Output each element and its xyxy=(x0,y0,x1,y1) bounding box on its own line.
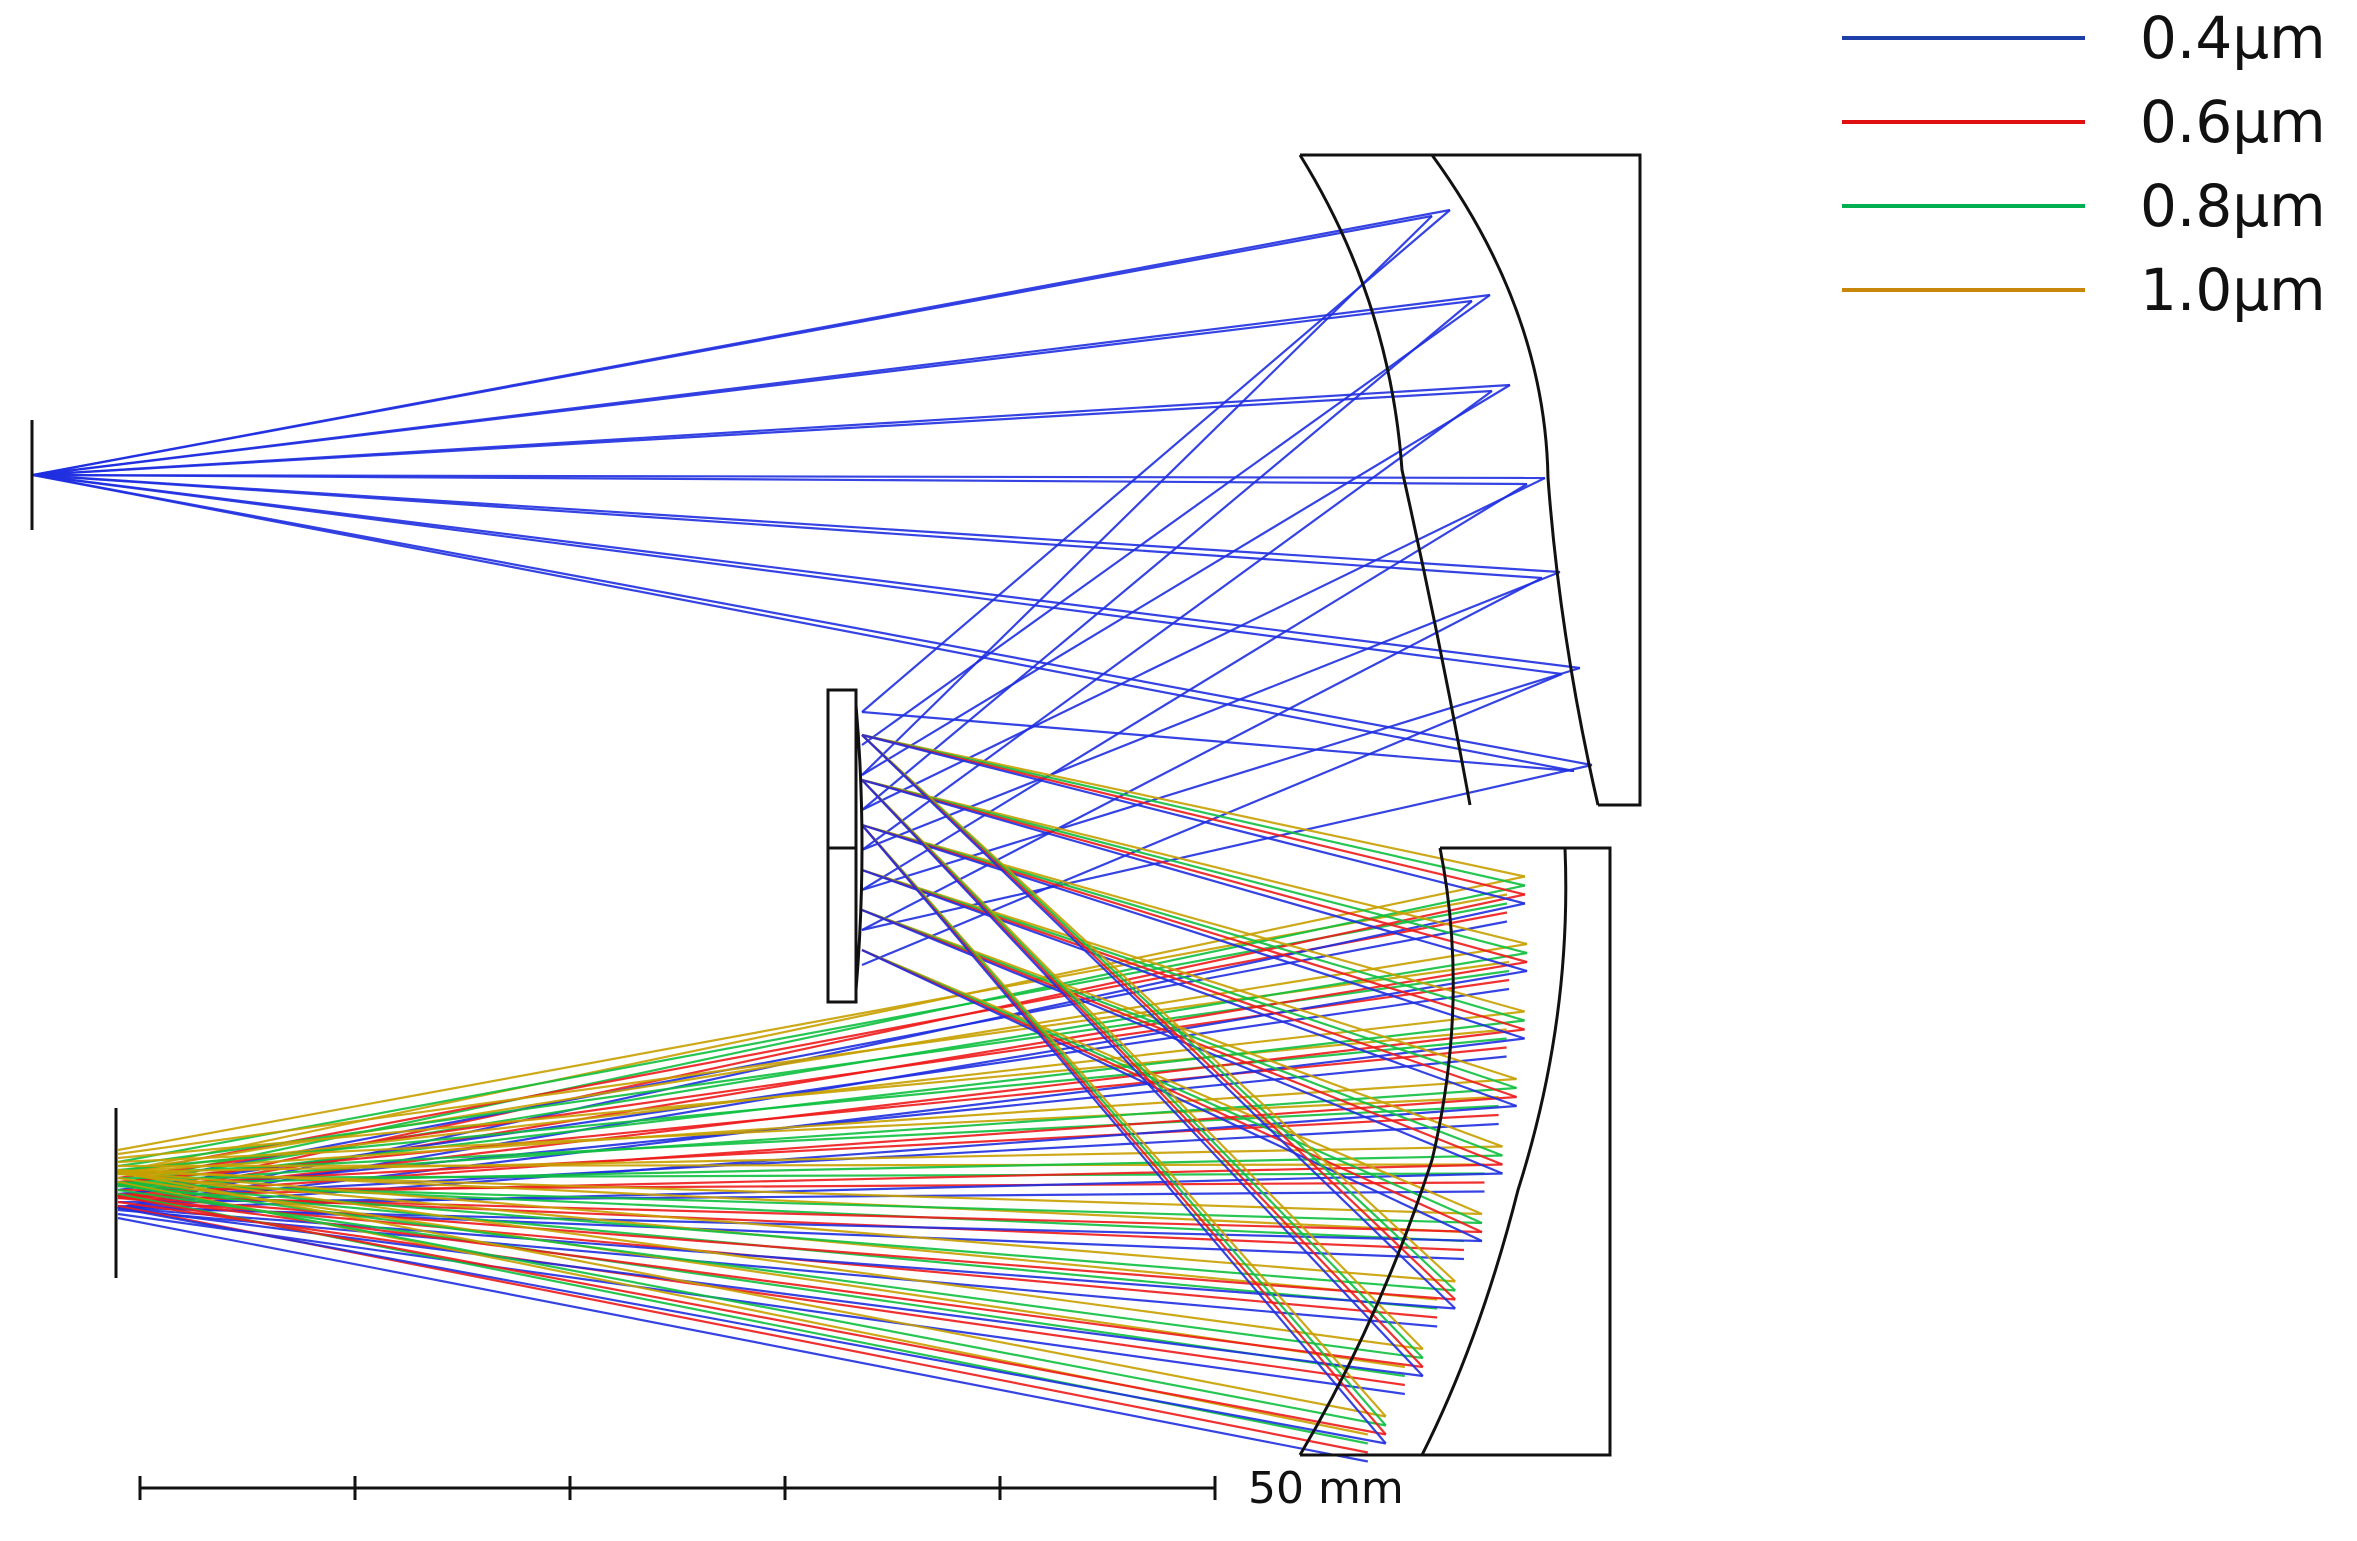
spectral-ray xyxy=(861,823,1525,1022)
blue-ray xyxy=(861,570,1561,852)
spectral-ray xyxy=(117,1206,1387,1445)
wavelength-legend: 0.4μm 0.6μm 0.8μm 1.0μm xyxy=(1842,4,2326,324)
spectral-ray xyxy=(861,733,1526,905)
spectral-ray xyxy=(861,868,1517,1099)
spectral-ray xyxy=(117,1182,1387,1427)
spectral-ray xyxy=(117,1095,1499,1164)
scale-bar: 50 mm xyxy=(138,1463,1404,1514)
spectral-ray xyxy=(861,778,1528,964)
spectral-ray xyxy=(861,868,1517,1081)
spectral-ray xyxy=(861,734,1456,1310)
spectral-ray xyxy=(861,733,1526,887)
spectral-ray xyxy=(861,823,1525,1013)
lower-mirror-body xyxy=(1300,846,1612,1457)
optical-elements xyxy=(30,153,1642,1457)
spectral-ray xyxy=(861,868,1517,1090)
spectral-ray xyxy=(861,733,1526,896)
spectral-ray xyxy=(861,948,1483,1225)
blue-ray xyxy=(32,473,1563,676)
upper-mirror-outer xyxy=(1298,154,1472,806)
scale-bar-ticks xyxy=(138,1476,1217,1500)
legend-label: 1.0μm xyxy=(2140,256,2326,324)
upper-mirror-inner xyxy=(1430,154,1600,806)
lower-multispectral-ray-bundle xyxy=(117,733,1528,1463)
spectral-ray xyxy=(117,1145,1503,1174)
spectral-ray xyxy=(861,948,1483,1234)
legend-label: 0.8μm xyxy=(2140,172,2326,240)
blue-ray xyxy=(861,710,1575,773)
spectral-ray xyxy=(117,1200,1406,1387)
blue-ray xyxy=(32,473,1528,486)
upper-mirror-body xyxy=(1300,153,1642,807)
spectral-ray xyxy=(117,1172,1485,1180)
blue-ray xyxy=(32,473,1593,767)
spectral-ray xyxy=(117,1163,1485,1168)
spectral-ray xyxy=(861,778,1528,955)
legend-label: 0.6μm xyxy=(2140,88,2326,156)
spectral-ray xyxy=(117,1104,1499,1176)
spectral-ray xyxy=(861,823,1525,1031)
spectral-ray xyxy=(117,911,1508,1176)
spectral-ray xyxy=(861,908,1503,1175)
spectral-ray xyxy=(117,1208,1438,1328)
blue-ray xyxy=(861,477,1546,811)
blue-ray xyxy=(861,300,1473,811)
blue-ray xyxy=(861,577,1543,931)
spectral-ray xyxy=(117,875,1526,1174)
spectral-ray xyxy=(861,778,1528,973)
spectral-ray xyxy=(117,1122,1499,1200)
lower-mirror-outer xyxy=(1298,847,1455,1456)
spectral-ray xyxy=(861,779,1424,1377)
spectral-ray xyxy=(861,908,1503,1157)
spectral-ray xyxy=(861,778,1528,946)
spectral-ray xyxy=(117,1077,1517,1174)
blue-ray xyxy=(861,294,1491,746)
legend-label: 0.4μm xyxy=(2140,4,2326,72)
scale-bar-label: 50 mm xyxy=(1248,1463,1404,1514)
spectral-ray xyxy=(117,1180,1464,1243)
spectral-ray xyxy=(117,1212,1406,1396)
blue-ray xyxy=(861,384,1511,776)
grating-element xyxy=(826,688,858,1004)
spectral-ray xyxy=(117,1037,1507,1172)
blue-ray xyxy=(861,390,1493,851)
spectral-ray xyxy=(117,920,1508,1188)
blue-ray xyxy=(32,299,1473,477)
spectral-ray xyxy=(117,1170,1424,1351)
spectral-ray xyxy=(117,1010,1525,1174)
blue-ray xyxy=(861,666,1581,892)
spectral-ray xyxy=(117,1194,1387,1436)
blue-ray xyxy=(32,214,1433,477)
spectral-ray xyxy=(861,948,1483,1216)
spectral-ray xyxy=(117,1028,1507,1160)
spectral-ray xyxy=(117,1170,1387,1418)
blue-ray xyxy=(32,473,1581,670)
blue-ray xyxy=(861,483,1528,891)
spectral-ray xyxy=(117,1046,1507,1184)
spectral-ray xyxy=(861,824,1387,1445)
blue-ray xyxy=(861,215,1433,776)
spectral-ray xyxy=(117,1181,1485,1192)
blue-ray xyxy=(32,473,1543,580)
lower-mirror-inner xyxy=(1420,847,1568,1456)
spectral-ray xyxy=(861,868,1518,1108)
spectral-ray xyxy=(117,893,1508,1152)
blue-ray xyxy=(32,473,1575,773)
spectral-ray xyxy=(117,1170,1482,1216)
blue-ray xyxy=(32,389,1493,477)
blue-ray xyxy=(32,473,1561,574)
upper-blue-ray-bundle xyxy=(32,208,1593,967)
spectral-ray xyxy=(117,1216,1369,1463)
spectral-ray xyxy=(861,733,1526,878)
spectral-ray xyxy=(861,823,1525,1040)
grating-surface xyxy=(854,704,864,991)
spectral-ray xyxy=(117,1168,1465,1234)
